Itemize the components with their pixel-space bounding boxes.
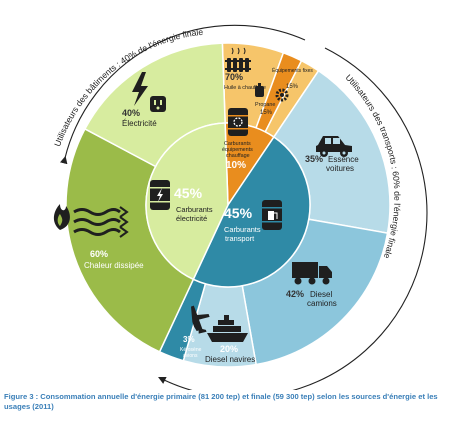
chaleur-pct: 60% bbox=[90, 249, 108, 259]
energy-donut-diagram: Utilisateurs des bâtiments : 40% de l'én… bbox=[52, 24, 428, 398]
electricite-pct: 40% bbox=[122, 108, 140, 118]
oil-barrel-electricity-icon bbox=[150, 180, 170, 210]
propane-label: Propane bbox=[255, 102, 275, 108]
huile-label: Huile à chauffage bbox=[224, 85, 266, 91]
lightning-icon bbox=[132, 72, 148, 106]
diesel-navires-pct: 20% bbox=[220, 344, 238, 354]
figure-caption: Figure 3 : Consommation annuelle d'énerg… bbox=[4, 392, 438, 411]
propane-pct: 15% bbox=[260, 110, 273, 116]
car-icon bbox=[316, 136, 352, 157]
carburants-chauffage-label-2: équipements bbox=[222, 147, 253, 153]
airplane-icon bbox=[190, 305, 210, 334]
carburants-chauffage-label-3: chauffage bbox=[226, 153, 250, 159]
sector-carburants-transport bbox=[192, 135, 311, 288]
chaleur-label: Chaleur dissipée bbox=[84, 261, 144, 270]
diesel-camions-label-2: camions bbox=[307, 299, 337, 308]
essence-label-1: Essence bbox=[328, 155, 359, 164]
essence-pct: 35% bbox=[305, 154, 323, 164]
carburants-chauffage-pct: 10% bbox=[226, 160, 246, 171]
carburants-electricite-pct: 45% bbox=[174, 185, 203, 201]
carburants-transport-label-1: Carburants bbox=[224, 225, 261, 234]
flame-icon bbox=[53, 204, 70, 230]
oil-barrel-heating-icon bbox=[228, 108, 248, 136]
carburants-electricite-label-2: électricité bbox=[176, 214, 207, 223]
inner-ring bbox=[145, 122, 311, 288]
buildings-arc-line bbox=[59, 24, 306, 165]
diesel-camions-pct: 42% bbox=[286, 289, 304, 299]
truck-icon bbox=[292, 262, 332, 285]
oil-barrel-transport-icon bbox=[262, 200, 282, 230]
carburants-transport-label-2: transport bbox=[225, 234, 254, 243]
ship-icon bbox=[207, 315, 248, 342]
carburants-chauffage-label-1: Carburants bbox=[224, 141, 251, 147]
heat-waves-icon bbox=[73, 206, 129, 238]
equipements-label: Équipements fixes bbox=[272, 67, 313, 74]
sector-carburants-electricite bbox=[145, 122, 229, 281]
kerosene-label-2: avions bbox=[183, 353, 198, 359]
kerosene-label-1: Kérosène bbox=[180, 347, 202, 353]
propane-tank-icon bbox=[255, 83, 264, 97]
carburants-electricite-label-1: Carburants bbox=[176, 205, 213, 214]
kerosene-pct: 3% bbox=[183, 335, 195, 344]
essence-label-2: voitures bbox=[326, 164, 354, 173]
gear-icon bbox=[275, 88, 289, 102]
radiator-icon bbox=[225, 47, 251, 72]
diesel-navires-label: Diesel navires bbox=[205, 355, 255, 364]
diesel-camions-label-1: Diesel bbox=[310, 290, 332, 299]
huile-pct: 70% bbox=[225, 72, 243, 82]
equipements-pct: 15% bbox=[286, 84, 299, 90]
outlet-icon bbox=[150, 96, 166, 112]
electricite-label: Électricité bbox=[122, 119, 157, 128]
carburants-transport-pct: 45% bbox=[224, 205, 253, 221]
